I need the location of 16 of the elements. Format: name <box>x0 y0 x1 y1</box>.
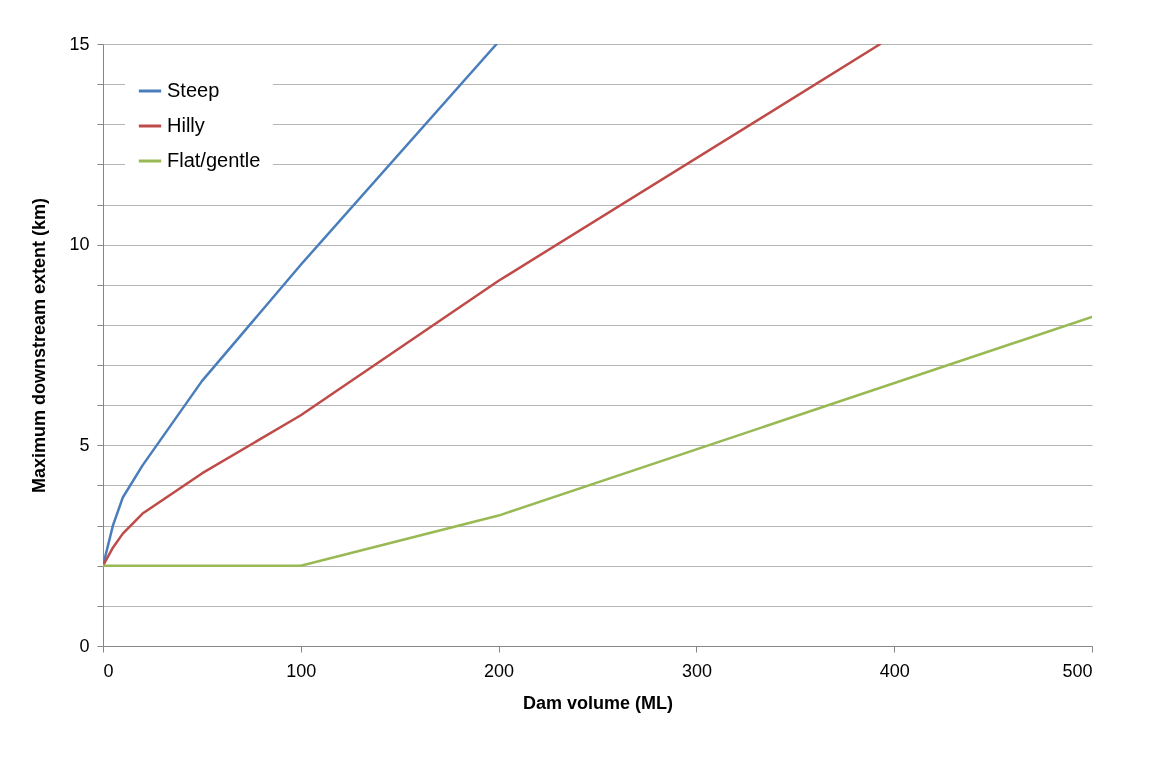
x-axis-title: Dam volume (ML) <box>522 692 674 713</box>
legend-label: Hilly <box>167 114 205 136</box>
y-tick-label: 15 <box>69 33 90 54</box>
legend-label: Flat/gentle <box>167 149 261 171</box>
legend-label: Steep <box>167 79 220 101</box>
y-tick-label: 0 <box>79 635 90 656</box>
x-tick-label: 500 <box>1062 660 1093 681</box>
x-tick-label: 400 <box>879 660 910 681</box>
x-tick-label: 300 <box>681 660 712 681</box>
x-tick-label: 0 <box>103 660 114 681</box>
line-series <box>103 44 882 567</box>
y-tick-label: 5 <box>79 434 90 455</box>
y-tick-label: 10 <box>69 234 90 255</box>
x-tick-label: 100 <box>286 660 317 681</box>
y-axis-title: Maximum downstream extent (km) <box>29 197 50 494</box>
x-tick-label: 200 <box>484 660 515 681</box>
